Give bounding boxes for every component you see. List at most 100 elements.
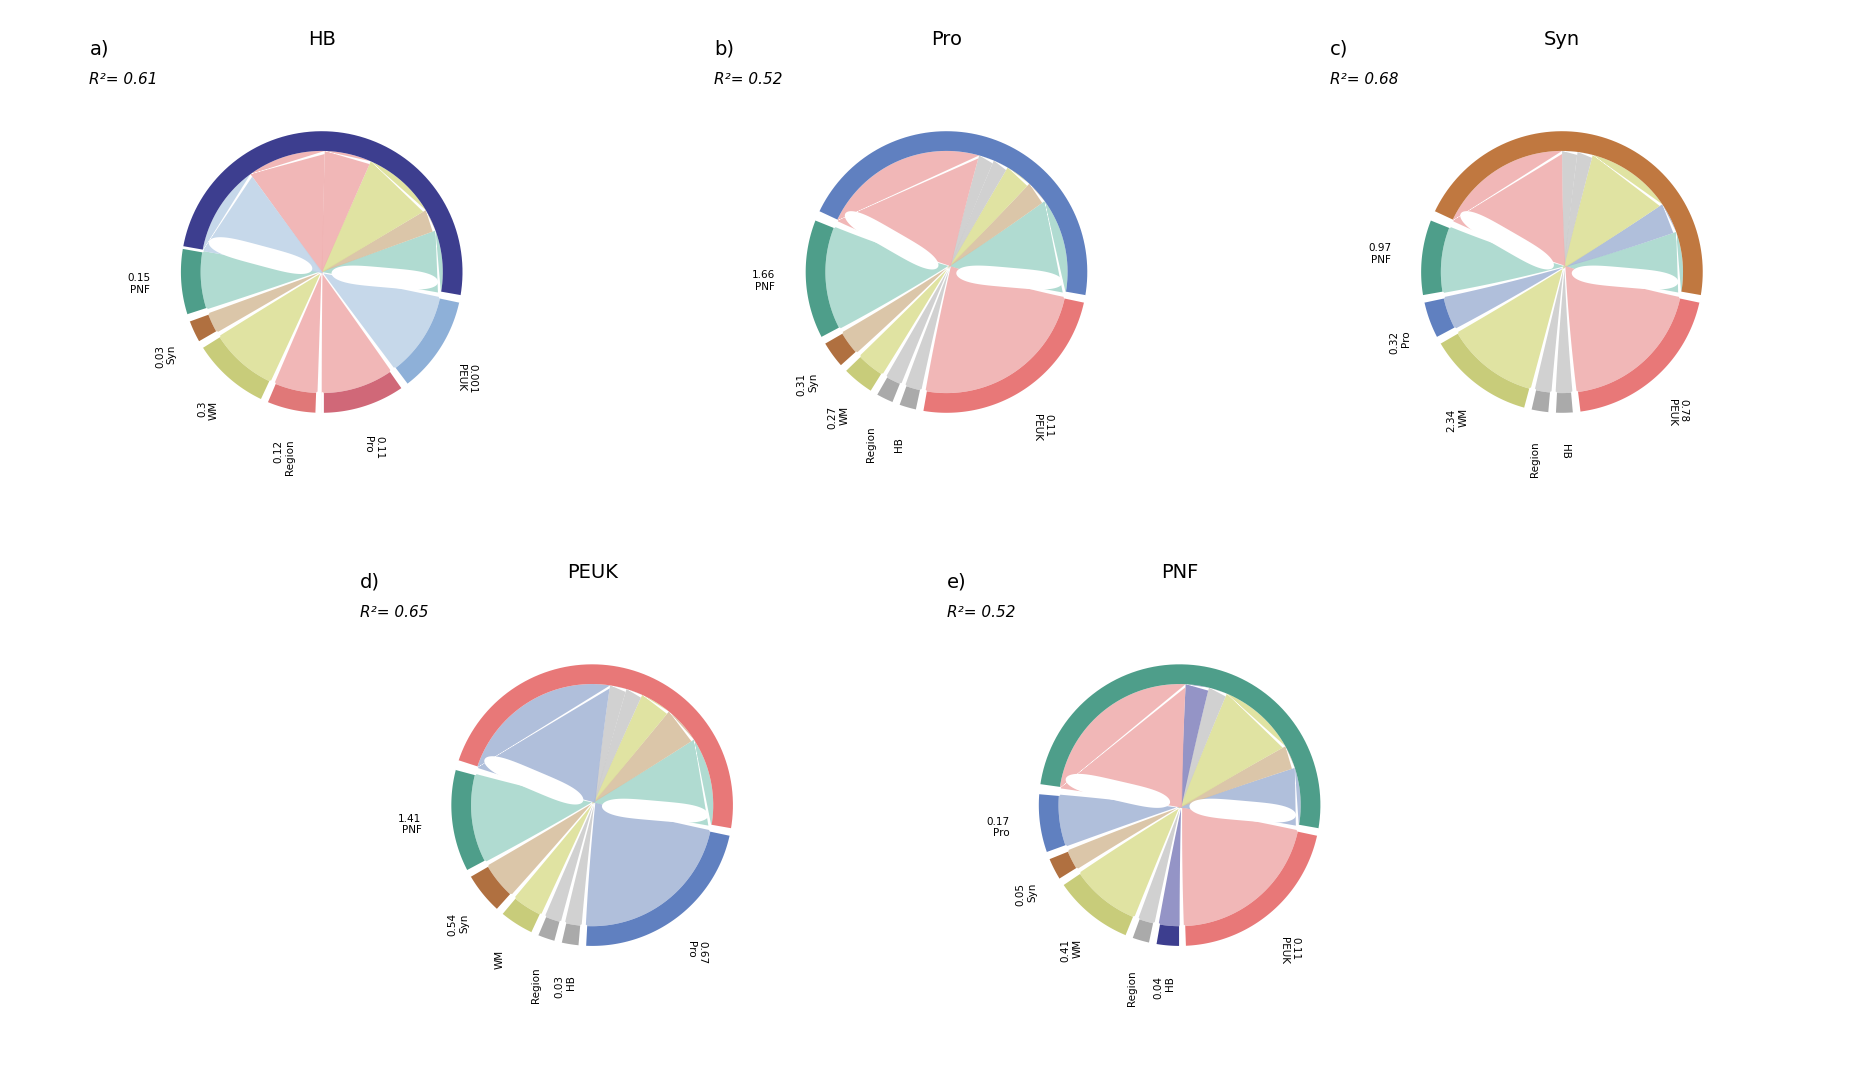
- Text: PNF: PNF: [1159, 562, 1199, 582]
- Polygon shape: [1189, 799, 1295, 823]
- Text: 0.15
PNF: 0.15 PNF: [127, 273, 151, 295]
- Polygon shape: [209, 237, 311, 274]
- Polygon shape: [904, 156, 994, 391]
- Polygon shape: [218, 161, 425, 382]
- Text: b): b): [714, 39, 734, 59]
- Text: Region: Region: [1528, 442, 1540, 478]
- Polygon shape: [459, 665, 733, 829]
- Text: 0.17
Pro: 0.17 Pro: [986, 817, 1008, 839]
- Text: HB: HB: [308, 29, 336, 49]
- Text: 0.78
PEUK: 0.78 PEUK: [1666, 398, 1689, 425]
- Polygon shape: [1433, 132, 1702, 296]
- Text: 0.04
HB: 0.04 HB: [1154, 976, 1174, 999]
- Polygon shape: [824, 333, 856, 367]
- Text: HB: HB: [893, 437, 904, 452]
- Polygon shape: [1460, 211, 1553, 270]
- Polygon shape: [1439, 333, 1530, 408]
- Polygon shape: [190, 313, 216, 343]
- Polygon shape: [201, 336, 270, 399]
- Polygon shape: [1571, 265, 1678, 289]
- Polygon shape: [844, 211, 938, 270]
- Polygon shape: [1530, 390, 1551, 412]
- Text: R²= 0.52: R²= 0.52: [947, 605, 1016, 620]
- Polygon shape: [183, 132, 462, 296]
- Polygon shape: [844, 356, 882, 392]
- Polygon shape: [1062, 873, 1133, 936]
- Polygon shape: [537, 916, 561, 941]
- Polygon shape: [1555, 151, 1577, 393]
- Polygon shape: [274, 151, 371, 393]
- Polygon shape: [514, 695, 669, 915]
- Text: 0.11
PEUK: 0.11 PEUK: [1279, 937, 1299, 964]
- Polygon shape: [885, 161, 1007, 384]
- Text: 0.12
Region: 0.12 Region: [274, 440, 295, 475]
- Polygon shape: [1059, 684, 1297, 926]
- Polygon shape: [805, 220, 839, 338]
- Polygon shape: [1441, 226, 1681, 293]
- Polygon shape: [477, 684, 710, 926]
- Text: 0.67
Pro: 0.67 Pro: [686, 941, 706, 965]
- Text: 0.32
Pro: 0.32 Pro: [1389, 331, 1411, 354]
- Text: 1.41
PNF: 1.41 PNF: [399, 814, 421, 836]
- Polygon shape: [267, 383, 317, 412]
- Text: 0.27
WM: 0.27 WM: [828, 406, 848, 429]
- Polygon shape: [859, 168, 1029, 374]
- Polygon shape: [207, 210, 436, 333]
- Polygon shape: [1064, 774, 1169, 808]
- Text: 0.11
Pro: 0.11 Pro: [362, 436, 384, 459]
- Polygon shape: [841, 184, 1044, 353]
- Polygon shape: [1137, 688, 1227, 924]
- Polygon shape: [1420, 220, 1448, 296]
- Text: 0.41
WM: 0.41 WM: [1061, 939, 1081, 962]
- Text: Region: Region: [531, 967, 541, 1003]
- Polygon shape: [201, 231, 442, 309]
- Polygon shape: [395, 297, 459, 384]
- Text: R²= 0.52: R²= 0.52: [714, 72, 783, 87]
- Polygon shape: [1534, 152, 1592, 393]
- Polygon shape: [1456, 154, 1661, 390]
- Polygon shape: [956, 265, 1062, 289]
- Text: 2.34
WM: 2.34 WM: [1446, 408, 1467, 432]
- Polygon shape: [565, 685, 626, 926]
- Text: Syn: Syn: [1543, 29, 1579, 49]
- Polygon shape: [1555, 393, 1573, 412]
- Text: 1.66
PNF: 1.66 PNF: [751, 270, 775, 292]
- Polygon shape: [485, 756, 583, 804]
- Polygon shape: [585, 830, 729, 945]
- Polygon shape: [898, 386, 921, 410]
- Polygon shape: [818, 132, 1087, 296]
- Polygon shape: [1154, 925, 1178, 945]
- Polygon shape: [1424, 297, 1454, 338]
- Polygon shape: [561, 923, 582, 945]
- Text: Region: Region: [865, 426, 876, 462]
- Text: a): a): [89, 39, 108, 59]
- Text: R²= 0.68: R²= 0.68: [1329, 72, 1398, 87]
- Polygon shape: [250, 151, 391, 393]
- Polygon shape: [501, 898, 541, 932]
- Text: R²= 0.61: R²= 0.61: [89, 72, 158, 87]
- Text: 0.97
PNF: 0.97 PNF: [1368, 244, 1391, 264]
- Polygon shape: [181, 248, 207, 316]
- Polygon shape: [332, 265, 438, 289]
- Polygon shape: [544, 689, 641, 923]
- Text: Region: Region: [1126, 970, 1137, 1006]
- Polygon shape: [1158, 684, 1208, 926]
- Polygon shape: [837, 151, 1064, 393]
- Text: 0.03
Syn: 0.03 Syn: [155, 345, 177, 368]
- Polygon shape: [472, 740, 712, 862]
- Polygon shape: [1452, 151, 1679, 392]
- Polygon shape: [921, 297, 1083, 412]
- Polygon shape: [1066, 746, 1294, 869]
- Polygon shape: [487, 712, 693, 895]
- Text: 0.05
Syn: 0.05 Syn: [1016, 883, 1036, 906]
- Polygon shape: [451, 769, 485, 871]
- Text: d): d): [360, 572, 380, 592]
- Text: Pro: Pro: [930, 29, 962, 49]
- Polygon shape: [1059, 768, 1299, 846]
- Text: 0.11
PEUK: 0.11 PEUK: [1031, 415, 1053, 442]
- Polygon shape: [1079, 694, 1284, 917]
- Polygon shape: [1184, 830, 1316, 945]
- Polygon shape: [470, 866, 511, 910]
- Text: 0.03
HB: 0.03 HB: [554, 975, 576, 998]
- Polygon shape: [1038, 793, 1064, 853]
